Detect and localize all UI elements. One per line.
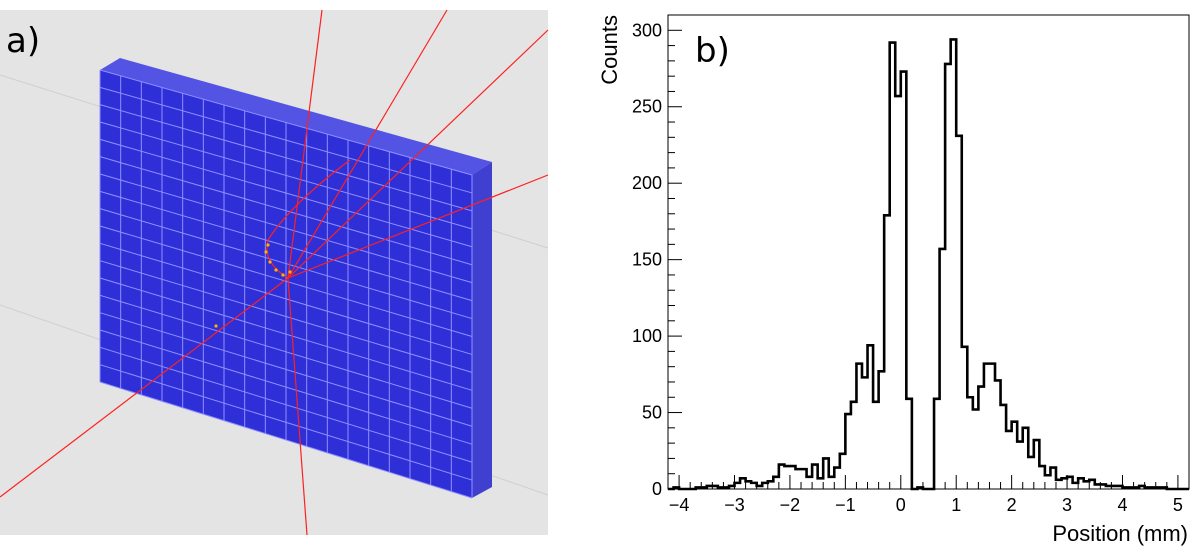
x-tick-label: 0 — [896, 495, 906, 515]
track-line — [287, 277, 308, 536]
histogram-series — [668, 38, 1189, 491]
detector-event-display: a) — [0, 0, 550, 548]
track-line — [287, 174, 549, 279]
crystal-row-line — [99, 381, 473, 499]
track-line — [287, 9, 323, 279]
y-axis-ticks: 0 50 100 150 200 250 300 — [632, 14, 682, 499]
track-line — [287, 9, 448, 279]
energy-deposits — [214, 243, 292, 328]
y-tick-label: 100 — [632, 326, 662, 346]
y-axis-title: Counts — [597, 15, 622, 85]
y-tick-label: 200 — [632, 173, 662, 193]
x-tick-label: −3 — [724, 495, 745, 515]
track-line — [287, 29, 549, 279]
y-tick-label: 250 — [632, 97, 662, 117]
x-tick-label: 3 — [1062, 495, 1072, 515]
x-tick-label: 5 — [1173, 495, 1183, 515]
hit-dot — [266, 243, 270, 247]
hit-dot — [288, 270, 292, 274]
position-histogram-panel: −4 −3 −2 −1 0 1 2 3 4 5 0 50 100 150 200 250 300 b) Pos… — [555, 0, 1203, 548]
x-axis-title: Position (mm) — [1052, 521, 1188, 546]
x-tick-label: −4 — [669, 495, 690, 515]
crystal-grid — [99, 69, 473, 499]
event-display-canvas: a) — [0, 9, 549, 536]
hit-dot — [268, 260, 272, 264]
x-tick-label: −2 — [780, 495, 801, 515]
x-tick-label: 1 — [951, 495, 961, 515]
particle-tracks — [0, 9, 549, 536]
crystal-row-line — [99, 346, 473, 463]
crystal-row-line — [99, 329, 473, 445]
hit-dot — [264, 250, 268, 254]
y-tick-label: 0 — [652, 479, 662, 499]
x-tick-label: 4 — [1117, 495, 1127, 515]
hit-dot — [281, 273, 285, 277]
detector-top-face — [100, 58, 492, 175]
detector-side-face — [472, 162, 492, 498]
y-tick-label: 50 — [642, 403, 662, 423]
panel-b-label: b) — [695, 31, 730, 71]
histogram-chart: −4 −3 −2 −1 0 1 2 3 4 5 0 50 100 150 200 250 300 b) Pos… — [597, 14, 1190, 546]
track-curve — [266, 159, 351, 279]
x-tick-label: 2 — [1007, 495, 1017, 515]
y-tick-label: 150 — [632, 250, 662, 270]
y-tick-label: 300 — [632, 20, 662, 40]
track-line — [0, 277, 289, 498]
axes — [667, 14, 1190, 490]
x-tick-label: −1 — [835, 495, 856, 515]
x-axis-ticks: −4 −3 −2 −1 0 1 2 3 4 5 — [667, 475, 1190, 515]
panel-a-label: a) — [6, 21, 40, 61]
hit-dot — [274, 268, 278, 272]
hit-dot — [214, 324, 218, 328]
plot-frame — [667, 14, 1190, 490]
crystal-row-line — [99, 364, 473, 481]
